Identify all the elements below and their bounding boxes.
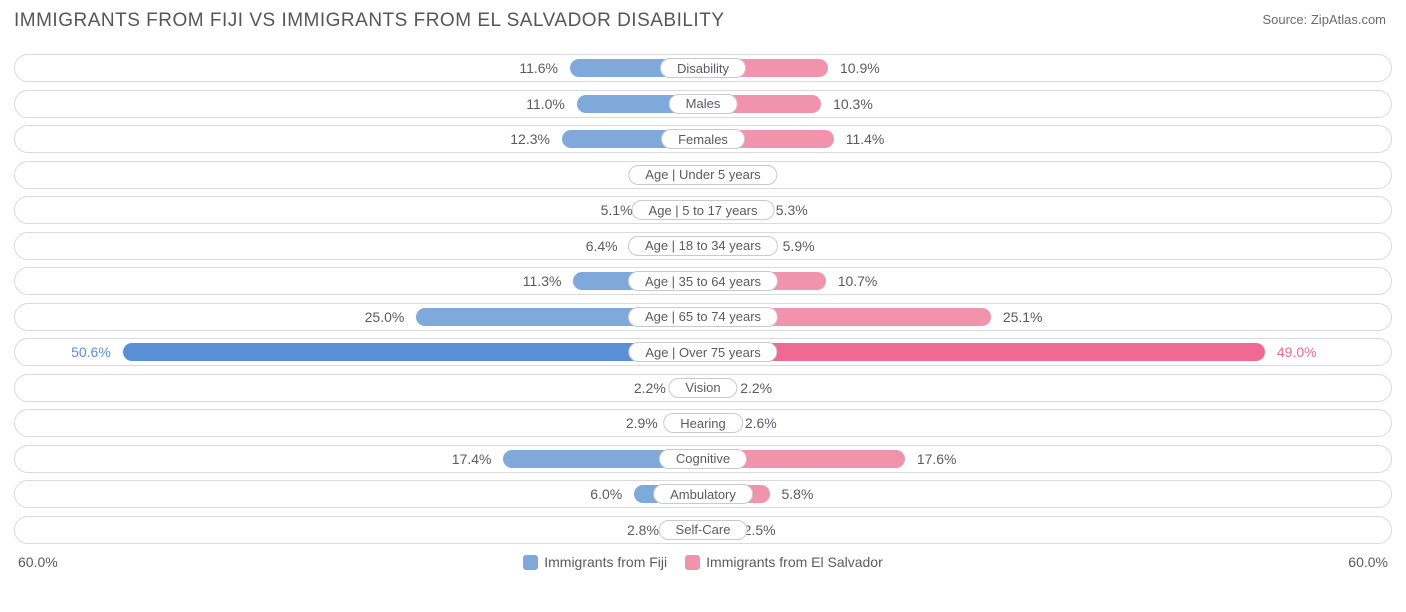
bar-row: 25.0% 25.1% Age | 65 to 74 years	[14, 303, 1392, 331]
axis-max-left: 60.0%	[18, 554, 58, 570]
category-pill: Hearing	[663, 413, 743, 433]
bar-row: 11.0% 10.3% Males	[14, 90, 1392, 118]
bar-row: 12.3% 11.4% Females	[14, 125, 1392, 153]
category-pill: Females	[661, 129, 745, 149]
legend-item-left: Immigrants from Fiji	[523, 554, 667, 570]
bar-row: 50.6% 49.0% Age | Over 75 years	[14, 338, 1392, 366]
value-label-right: 10.7%	[826, 268, 878, 294]
axis-max-right: 60.0%	[1348, 554, 1388, 570]
value-label-right: 25.1%	[991, 304, 1043, 330]
value-label-left: 12.3%	[510, 126, 562, 152]
category-pill: Cognitive	[659, 449, 747, 469]
value-label-left: 50.6%	[71, 339, 123, 365]
value-label-left: 6.4%	[586, 233, 630, 259]
value-label-right: 11.4%	[834, 126, 885, 152]
bar-row: 11.6% 10.9% Disability	[14, 54, 1392, 82]
bar-row: 2.8%2.5%Self-Care	[14, 516, 1392, 544]
legend-label-right: Immigrants from El Salvador	[706, 554, 883, 570]
category-pill: Ambulatory	[653, 484, 753, 504]
bar-row: 2.9%2.6%Hearing	[14, 409, 1392, 437]
bar-row: 11.3% 10.7% Age | 35 to 64 years	[14, 267, 1392, 295]
legend-swatch-left	[523, 555, 538, 570]
category-pill: Age | 5 to 17 years	[632, 200, 775, 220]
value-label-right: 49.0%	[1265, 339, 1317, 365]
bar-row: 0.92%1.1%Age | Under 5 years	[14, 161, 1392, 189]
value-label-left: 25.0%	[365, 304, 417, 330]
category-pill: Disability	[660, 58, 746, 78]
category-pill: Age | Under 5 years	[628, 165, 777, 185]
source-attribution: Source: ZipAtlas.com	[1262, 12, 1386, 27]
bar-row: 5.1%5.3%Age | 5 to 17 years	[14, 196, 1392, 224]
value-label-left: 11.3%	[523, 268, 574, 294]
legend-label-left: Immigrants from Fiji	[544, 554, 667, 570]
value-label-left: 6.0%	[590, 481, 634, 507]
value-label-left: 17.4%	[452, 446, 504, 472]
bar-row: 6.0% 5.8% Ambulatory	[14, 480, 1392, 508]
category-pill: Vision	[668, 378, 737, 398]
bar-row: 17.4% 17.6% Cognitive	[14, 445, 1392, 473]
diverging-bar-chart: 11.6% 10.9% Disability 11.0% 10.3% Males 12.3%…	[14, 54, 1392, 544]
value-label-left: 11.6%	[519, 55, 570, 81]
value-label-right: 5.8%	[770, 481, 814, 507]
bar-row: 2.2%2.2%Vision	[14, 374, 1392, 402]
value-label-right: 10.9%	[828, 55, 880, 81]
category-pill: Age | Over 75 years	[628, 342, 777, 362]
category-pill: Males	[669, 94, 738, 114]
category-pill: Age | 65 to 74 years	[628, 307, 778, 327]
bar-row: 6.4%5.9%Age | 18 to 34 years	[14, 232, 1392, 260]
value-label-left: 11.0%	[526, 91, 577, 117]
bar-right	[703, 343, 1265, 361]
value-label-right: 10.3%	[821, 91, 873, 117]
chart-title: IMMIGRANTS FROM FIJI VS IMMIGRANTS FROM …	[14, 10, 1392, 32]
category-pill: Age | 18 to 34 years	[628, 236, 778, 256]
chart-footer: 60.0% Immigrants from Fiji Immigrants fr…	[14, 551, 1392, 573]
bar-left	[123, 343, 703, 361]
legend-swatch-right	[685, 555, 700, 570]
value-label-right: 17.6%	[905, 446, 957, 472]
category-pill: Age | 35 to 64 years	[628, 271, 778, 291]
legend-item-right: Immigrants from El Salvador	[685, 554, 883, 570]
category-pill: Self-Care	[659, 520, 748, 540]
